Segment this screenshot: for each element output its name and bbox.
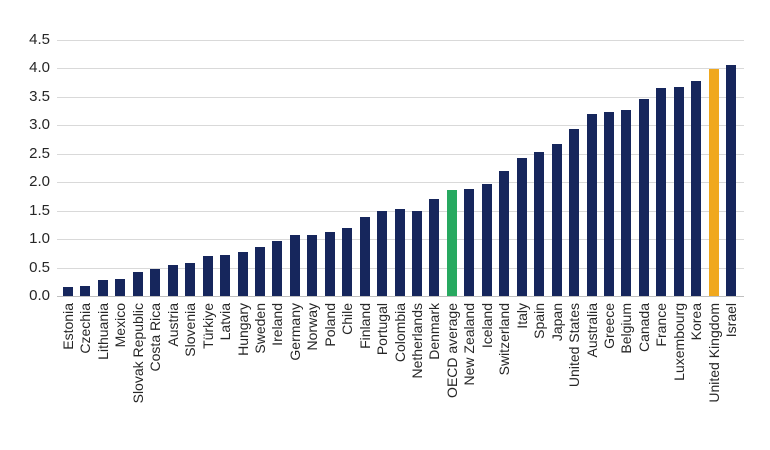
x-tick-label: Italy [513,303,530,329]
bar-lithuania [97,280,108,296]
bar-colombia [394,208,405,296]
bar-belgium [621,109,632,296]
x-tick-label: Canada [635,303,652,353]
y-tick-label: 3.5 [29,87,50,105]
bar-sweden [254,246,265,296]
y-tick-label: 0.5 [29,258,50,276]
x-axis-line [57,296,744,297]
gridline [57,96,744,98]
x-tick-label: United Kingdom [705,303,722,403]
bar-czechia [80,286,91,296]
x-tick-label: Switzerland [496,303,513,376]
x-tick-label: Türkiye [199,303,216,349]
x-tick-label: Iceland [478,303,495,349]
gridline [57,40,744,41]
x-tick-label: Mexico [112,303,129,348]
x-tick-label: Austria [164,303,181,347]
x-tick-label: Israel [723,303,740,338]
x-tick-label: Germany [286,303,303,361]
bar-estonia [63,287,73,296]
x-tick-label: Chile [339,303,356,335]
gridline [57,125,744,127]
x-tick-label: Hungary [234,303,251,356]
x-tick-label: Korea [688,303,705,341]
x-tick-label: Slovenia [182,303,199,357]
bar-slovenia [185,263,196,296]
bar-switzerland [499,170,510,296]
x-tick-label: Finland [356,303,373,349]
bar-israel [726,65,737,296]
x-tick-label: Slovak Republic [129,303,146,404]
x-tick-label: Japan [548,303,565,342]
bar-türkiye [202,256,213,296]
x-tick-label: New Zealand [461,303,478,386]
bar-poland [324,231,335,296]
bar-canada [638,98,649,296]
y-tick-label: 3.0 [29,116,50,134]
bar-australia [586,113,597,296]
x-tick-label: Costa Rica [147,303,164,372]
bar-finland [359,217,370,296]
y-tick-label: 2.0 [29,173,50,191]
bar-luxembourg [673,86,684,296]
bar-norway [307,234,318,296]
x-tick-label: Czechia [77,303,94,354]
bar-hungary [237,252,248,296]
bar-greece [603,111,614,296]
gridline [57,182,744,184]
x-tick-label: Ireland [269,303,286,346]
x-tick-label: Poland [321,303,338,347]
x-tick-label: Denmark [426,303,443,360]
bar-united-kingdom [708,69,719,296]
bar-austria [167,264,178,296]
bar-oecd-average [446,189,457,296]
bar-united-states [569,129,580,296]
bar-costa-rica [150,268,161,296]
x-tick-label: Spain [531,303,548,339]
bar-netherlands [412,210,422,296]
bar-ireland [272,240,283,296]
bar-korea [691,80,702,296]
x-tick-label: Portugal [374,303,391,356]
bar-japan [551,143,562,296]
x-tick-label: Luxembourg [670,303,687,381]
bar-denmark [429,199,440,296]
gridline [57,153,744,155]
y-tick-label: 1.0 [29,230,50,248]
x-tick-label: Greece [600,303,617,349]
y-tick-label: 2.5 [29,144,50,162]
x-tick-label: United States [566,303,583,388]
bar-spain [534,152,545,296]
x-tick-label: Lithuania [94,303,111,360]
y-tick-label: 1.5 [29,201,50,219]
y-tick-label: 4.0 [29,59,50,77]
bar-new-zealand [464,189,475,296]
x-tick-label: Estonia [60,303,76,350]
gridline [57,68,744,70]
x-tick-label: Colombia [391,303,408,363]
bar-portugal [377,210,388,296]
x-tick-label: OECD average [443,303,460,398]
bar-france [656,87,667,296]
x-tick-label: Norway [304,303,321,351]
bar-chile [342,227,353,296]
x-tick-label: Australia [583,303,600,358]
x-tick-label: Latvia [217,303,234,341]
y-tick-label: 4.5 [29,31,50,48]
x-tick-label: France [653,303,670,347]
bar-latvia [220,255,231,296]
bar-mexico [115,278,126,296]
x-tick-label: Netherlands [409,303,425,379]
bar-italy [516,157,527,296]
bar-iceland [481,183,492,296]
x-tick-label: Sweden [251,303,268,354]
y-tick-label: 0.0 [29,287,50,304]
bar-slovak-republic [132,272,143,296]
bar-germany [289,234,300,296]
x-tick-label: Belgium [618,303,635,354]
